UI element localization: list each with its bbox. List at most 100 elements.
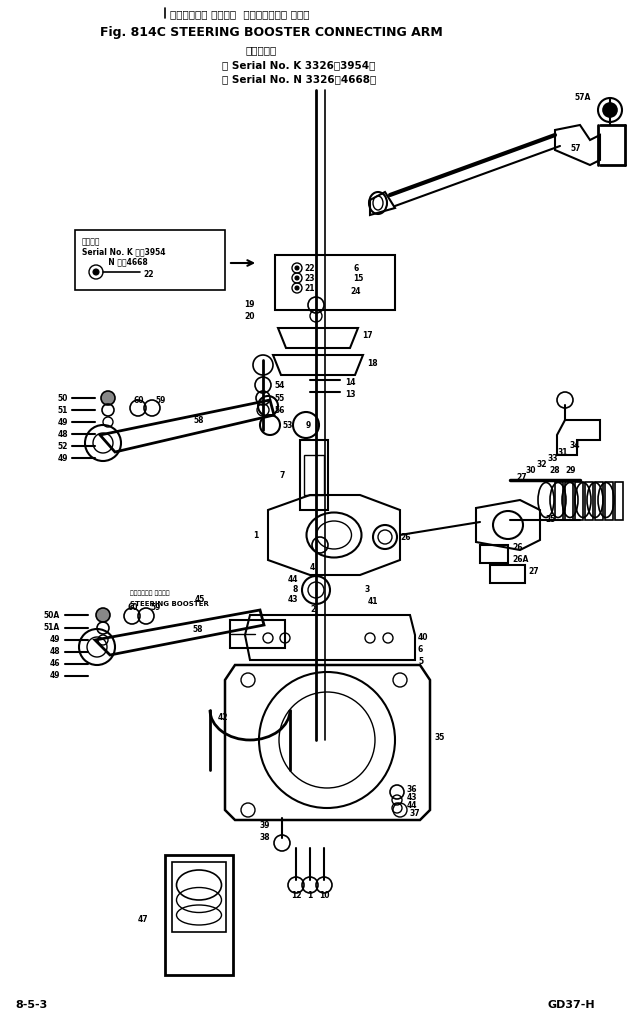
Text: 48: 48 bbox=[58, 429, 68, 438]
Circle shape bbox=[93, 269, 99, 275]
Bar bbox=[490, 565, 525, 583]
Text: （適用号機: （適用号機 bbox=[245, 45, 276, 55]
Text: 6: 6 bbox=[418, 645, 423, 654]
Text: 2: 2 bbox=[310, 605, 315, 614]
Text: 49: 49 bbox=[49, 672, 60, 681]
Bar bbox=[165, 855, 233, 975]
Text: 41: 41 bbox=[368, 596, 378, 605]
Circle shape bbox=[295, 286, 299, 290]
Text: 3: 3 bbox=[365, 586, 370, 594]
Text: 29: 29 bbox=[566, 466, 576, 475]
Text: 5: 5 bbox=[418, 657, 423, 666]
Circle shape bbox=[96, 608, 110, 622]
Text: 50A: 50A bbox=[44, 610, 60, 620]
Text: 52: 52 bbox=[58, 441, 68, 450]
Bar bbox=[275, 255, 395, 310]
Text: 53: 53 bbox=[282, 421, 292, 429]
Text: Fig. 814C STEERING BOOSTER CONNECTING ARM: Fig. 814C STEERING BOOSTER CONNECTING AR… bbox=[100, 25, 443, 39]
Text: 44: 44 bbox=[407, 802, 417, 810]
Bar bbox=[172, 862, 226, 932]
Text: 8-5-3: 8-5-3 bbox=[15, 1000, 47, 1010]
Text: 57A: 57A bbox=[574, 93, 590, 102]
Text: 25: 25 bbox=[545, 516, 555, 525]
Bar bbox=[605, 482, 613, 520]
Text: 54: 54 bbox=[274, 380, 285, 389]
Text: 23: 23 bbox=[304, 273, 315, 282]
Text: 43: 43 bbox=[288, 595, 298, 604]
Text: 35: 35 bbox=[435, 733, 445, 742]
Bar bbox=[300, 440, 328, 510]
Text: 適用号機
Serial No. K ・～3954
          N ・～4668: 適用号機 Serial No. K ・～3954 N ・～4668 bbox=[82, 237, 165, 267]
Text: 4: 4 bbox=[310, 564, 315, 573]
Text: 32: 32 bbox=[537, 460, 547, 469]
Text: 27: 27 bbox=[528, 568, 538, 577]
Bar bbox=[565, 482, 573, 520]
Text: 20: 20 bbox=[244, 312, 255, 321]
Bar bbox=[585, 482, 593, 520]
Text: 42: 42 bbox=[217, 713, 228, 722]
Circle shape bbox=[603, 103, 617, 117]
Text: 47: 47 bbox=[137, 915, 148, 924]
Circle shape bbox=[101, 391, 115, 405]
Text: 26: 26 bbox=[400, 533, 410, 541]
Text: 1: 1 bbox=[253, 531, 258, 539]
Text: 57: 57 bbox=[570, 144, 581, 153]
Text: 14: 14 bbox=[345, 377, 356, 386]
Text: 18: 18 bbox=[367, 359, 378, 368]
Text: 56: 56 bbox=[274, 406, 285, 415]
Text: 51A: 51A bbox=[44, 624, 60, 633]
Text: ステアリング ブースタ  コネクティング アーム: ステアリング ブースタ コネクティング アーム bbox=[170, 9, 310, 19]
Text: 38: 38 bbox=[260, 834, 270, 843]
Bar bbox=[575, 482, 583, 520]
Text: 30: 30 bbox=[526, 466, 537, 475]
Text: 48: 48 bbox=[49, 647, 60, 656]
Text: 19: 19 bbox=[244, 300, 255, 309]
Text: 8: 8 bbox=[293, 586, 298, 594]
Text: 37: 37 bbox=[410, 809, 420, 818]
Text: 50: 50 bbox=[58, 393, 68, 403]
Text: 6: 6 bbox=[353, 264, 358, 272]
Text: 43: 43 bbox=[407, 794, 417, 803]
Text: 13: 13 bbox=[345, 389, 356, 398]
Text: ステアリング ブースタ: ステアリング ブースタ bbox=[130, 590, 170, 596]
Text: 15: 15 bbox=[353, 273, 363, 282]
Bar bbox=[615, 482, 623, 520]
Text: （ Serial No. K 3326～3954）: （ Serial No. K 3326～3954） bbox=[222, 60, 376, 70]
Text: 17: 17 bbox=[362, 330, 372, 339]
Bar bbox=[480, 545, 508, 564]
Bar bbox=[230, 620, 285, 648]
Text: （ Serial No. N 3326～4668）: （ Serial No. N 3326～4668） bbox=[222, 74, 376, 84]
Text: 1: 1 bbox=[308, 891, 313, 900]
Text: 26: 26 bbox=[512, 543, 522, 552]
Text: 46: 46 bbox=[49, 659, 60, 668]
Text: 44: 44 bbox=[288, 576, 298, 585]
Text: 22: 22 bbox=[143, 269, 153, 278]
Text: 26A: 26A bbox=[512, 555, 528, 565]
Text: 60: 60 bbox=[133, 395, 144, 405]
Text: STEERING BOOSTER: STEERING BOOSTER bbox=[130, 601, 209, 607]
Text: 55: 55 bbox=[274, 393, 284, 403]
Text: 58: 58 bbox=[192, 626, 203, 635]
Text: 49: 49 bbox=[49, 636, 60, 644]
Text: 59: 59 bbox=[155, 395, 165, 405]
Text: 12: 12 bbox=[291, 891, 301, 900]
Text: 9: 9 bbox=[306, 421, 312, 429]
Text: 22: 22 bbox=[304, 264, 315, 272]
Text: 28: 28 bbox=[550, 466, 560, 475]
Text: 7: 7 bbox=[280, 471, 285, 480]
Bar bbox=[555, 482, 563, 520]
Text: 40: 40 bbox=[418, 634, 428, 643]
Text: 51: 51 bbox=[58, 406, 68, 415]
Circle shape bbox=[295, 266, 299, 270]
Circle shape bbox=[295, 276, 299, 280]
Bar bbox=[75, 230, 225, 290]
Text: 24: 24 bbox=[350, 286, 360, 296]
Text: 49: 49 bbox=[58, 453, 68, 463]
Text: 60: 60 bbox=[128, 603, 138, 612]
Bar bbox=[595, 482, 603, 520]
Text: 31: 31 bbox=[558, 447, 569, 457]
Text: 45: 45 bbox=[195, 595, 205, 604]
Text: 49: 49 bbox=[58, 418, 68, 427]
Text: 34: 34 bbox=[570, 440, 581, 449]
Text: 21: 21 bbox=[304, 283, 315, 292]
